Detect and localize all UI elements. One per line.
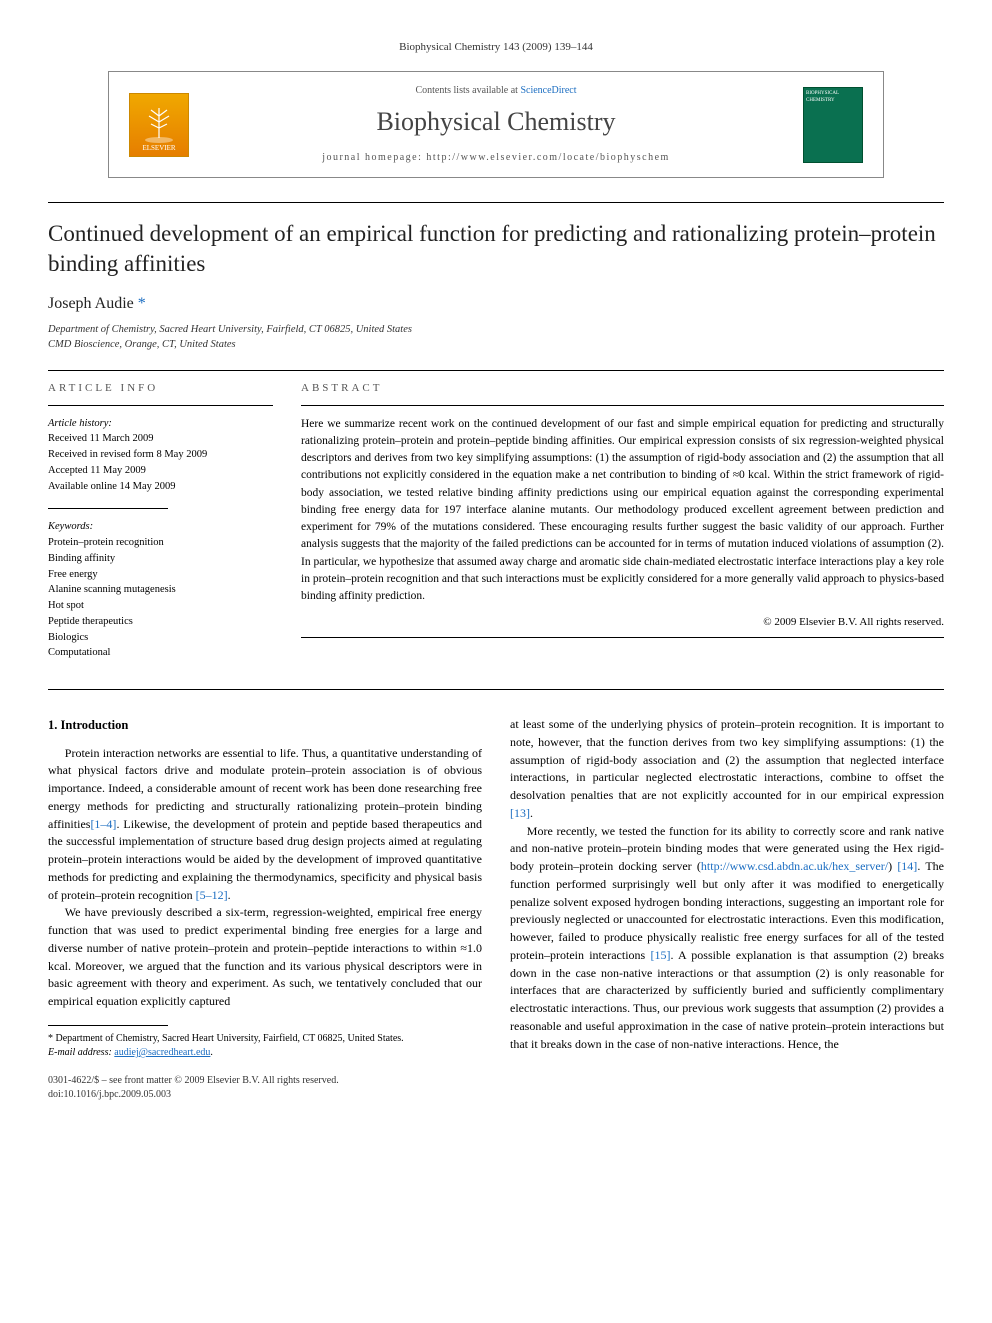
body-paragraph: More recently, we tested the function fo… (510, 823, 944, 1054)
affiliation-1: Department of Chemistry, Sacred Heart Un… (48, 323, 944, 338)
divider (48, 689, 944, 690)
elsevier-logo: ELSEVIER (129, 93, 189, 157)
history-title: Article history: (48, 416, 273, 432)
keyword: Peptide therapeutics (48, 614, 273, 630)
journal-cover-thumbnail: BIOPHYSICAL CHEMISTRY (803, 87, 863, 163)
history-revised: Received in revised form 8 May 2009 (48, 447, 273, 463)
author-name: Joseph Audie (48, 295, 134, 312)
body-right-column: at least some of the underlying physics … (510, 716, 944, 1102)
body-paragraph: Protein interaction networks are essenti… (48, 745, 482, 905)
running-header: Biophysical Chemistry 143 (2009) 139–144 (48, 40, 944, 55)
abstract-column: ABSTRACT Here we summarize recent work o… (301, 381, 944, 661)
body-paragraph: at least some of the underlying physics … (510, 716, 944, 823)
divider (301, 637, 944, 638)
abstract-copyright: © 2009 Elsevier B.V. All rights reserved… (301, 615, 944, 630)
ref-link[interactable]: [15] (650, 948, 670, 962)
divider (48, 370, 944, 371)
ref-link[interactable]: [5–12] (196, 888, 228, 902)
contents-availability: Contents lists available at ScienceDirec… (209, 84, 783, 98)
history-received: Received 11 March 2009 (48, 431, 273, 447)
intro-heading: 1. Introduction (48, 716, 482, 735)
divider (48, 202, 944, 203)
homepage-prefix: journal homepage: (322, 152, 426, 163)
contents-avail-prefix: Contents lists available at (415, 85, 520, 96)
author-line: Joseph Audie * (48, 293, 944, 315)
journal-homepage: journal homepage: http://www.elsevier.co… (209, 151, 783, 165)
article-info-column: ARTICLE INFO Article history: Received 1… (48, 381, 273, 661)
history-online: Available online 14 May 2009 (48, 479, 273, 495)
keyword: Biologics (48, 630, 273, 646)
affiliation-2: CMD Bioscience, Orange, CT, United State… (48, 338, 944, 353)
divider (48, 405, 273, 406)
keyword: Alanine scanning mutagenesis (48, 582, 273, 598)
homepage-url[interactable]: http://www.elsevier.com/locate/biophysch… (426, 152, 669, 163)
body-columns: 1. Introduction Protein interaction netw… (48, 716, 944, 1102)
ref-link[interactable]: [14] (897, 859, 917, 873)
keyword: Binding affinity (48, 551, 273, 567)
body-paragraph: We have previously described a six-term,… (48, 904, 482, 1011)
keyword: Hot spot (48, 598, 273, 614)
keyword: Protein–protein recognition (48, 535, 273, 551)
abstract-text: Here we summarize recent work on the con… (301, 416, 944, 606)
history-accepted: Accepted 11 May 2009 (48, 463, 273, 479)
body-left-column: 1. Introduction Protein interaction netw… (48, 716, 482, 1102)
abstract-heading: ABSTRACT (301, 381, 944, 396)
email-label: E-mail address: (48, 1047, 112, 1058)
footnote-text: * Department of Chemistry, Sacred Heart … (48, 1033, 404, 1044)
affiliations: Department of Chemistry, Sacred Heart Un… (48, 323, 944, 352)
hex-server-link[interactable]: http://www.csd.abdn.ac.uk/hex_server/ (701, 859, 888, 873)
keywords-title: Keywords: (48, 519, 273, 535)
article-info-heading: ARTICLE INFO (48, 381, 273, 396)
contents-box: ELSEVIER Contents lists available at Sci… (108, 71, 884, 177)
cover-text: BIOPHYSICAL CHEMISTRY (806, 91, 839, 103)
divider (48, 508, 168, 509)
journal-name: Biophysical Chemistry (209, 104, 783, 140)
ref-link[interactable]: [1–4] (90, 817, 116, 831)
article-title: Continued development of an empirical fu… (48, 219, 944, 279)
footer-block: 0301-4622/$ – see front matter © 2009 El… (48, 1074, 482, 1102)
keyword: Computational (48, 645, 273, 661)
corresponding-author-marker[interactable]: * (138, 295, 146, 312)
sciencedirect-link[interactable]: ScienceDirect (520, 85, 576, 96)
doi-line: doi:10.1016/j.bpc.2009.05.003 (48, 1088, 482, 1102)
divider (301, 405, 944, 406)
keyword: Free energy (48, 567, 273, 583)
front-matter-line: 0301-4622/$ – see front matter © 2009 El… (48, 1074, 482, 1088)
elsevier-logo-text: ELSEVIER (142, 144, 175, 154)
ref-link[interactable]: [13] (510, 806, 530, 820)
corresponding-footnote: * Department of Chemistry, Sacred Heart … (48, 1032, 482, 1060)
author-email-link[interactable]: audiej@sacredheart.edu (114, 1047, 210, 1058)
footnote-rule (48, 1025, 168, 1026)
